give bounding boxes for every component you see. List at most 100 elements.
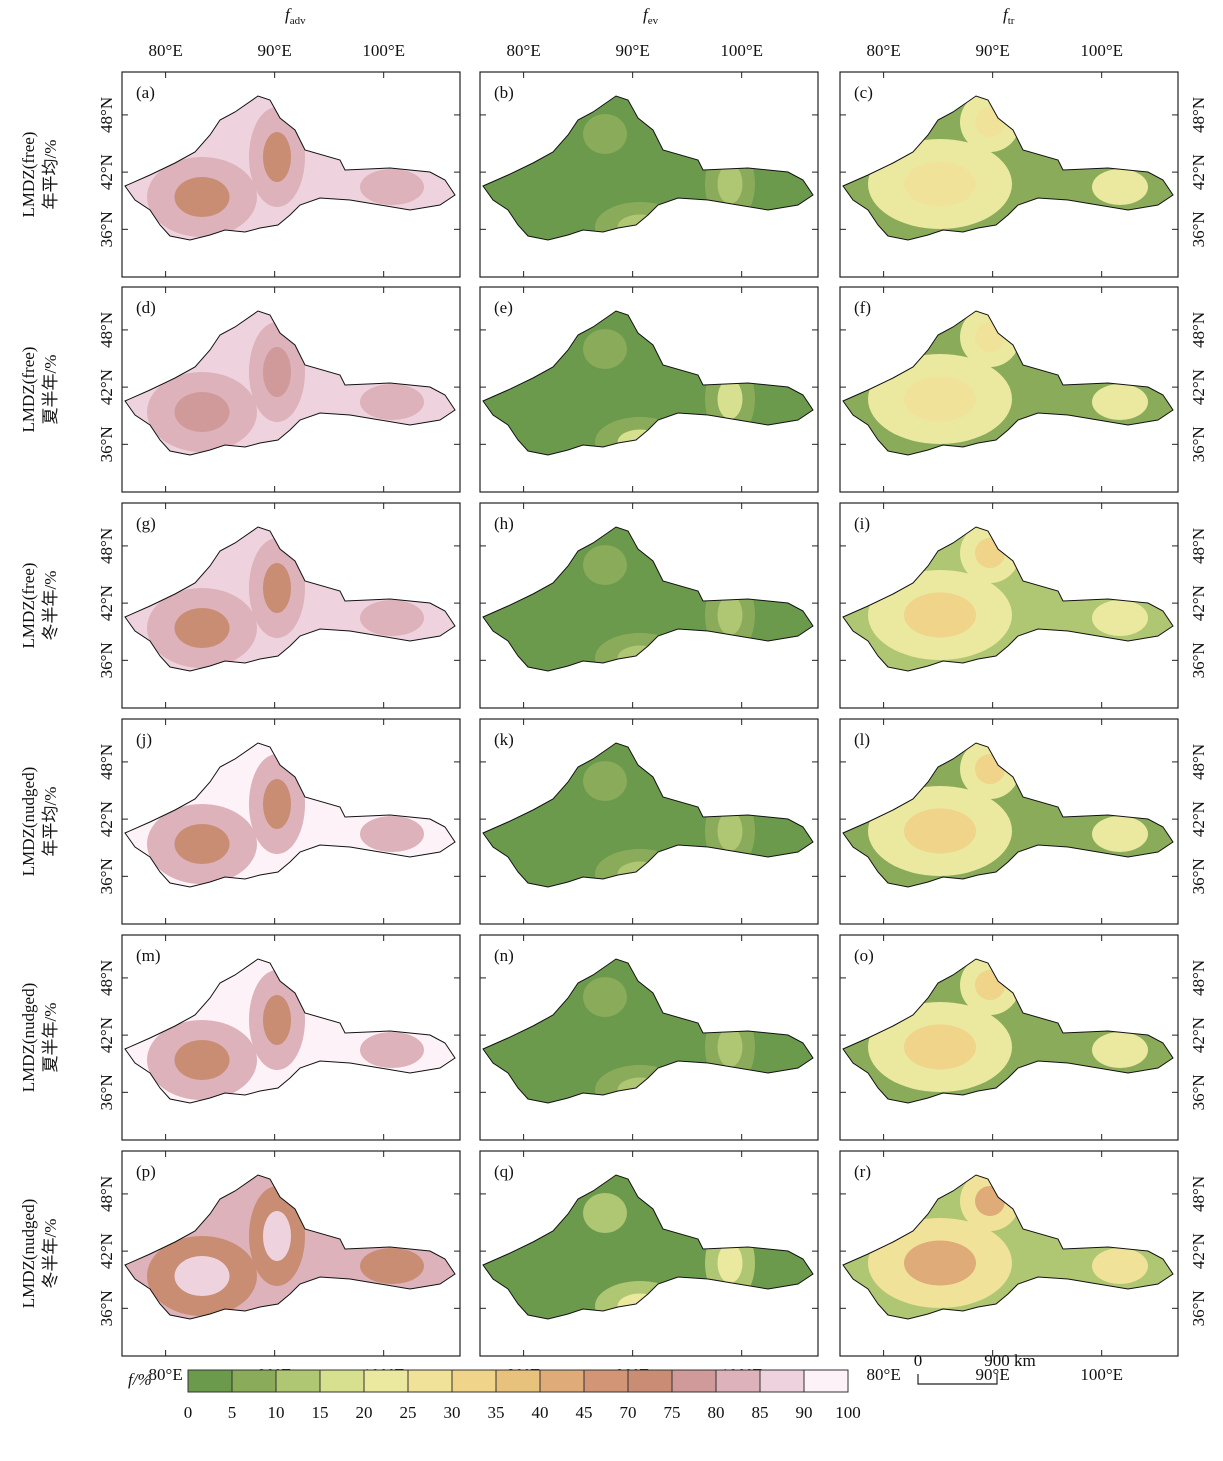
map-panel: (m) 36°N 42°N 48°N xyxy=(97,934,461,1141)
contour-inner xyxy=(904,1024,976,1070)
symbol: f xyxy=(285,5,292,24)
y-tick-label: 42°N xyxy=(97,369,116,405)
row-label: LMDZ(nudged) xyxy=(19,983,38,1093)
colorbar-box xyxy=(671,1369,717,1393)
contour-mid xyxy=(360,600,424,636)
map-fill xyxy=(843,743,1173,887)
colorbar-tick-label: 100 xyxy=(835,1403,861,1422)
panel-letter: (i) xyxy=(854,514,870,533)
region-outline xyxy=(124,742,456,888)
map-panel: (j) 36°N 42°N 48°N xyxy=(97,718,461,925)
region-outline xyxy=(124,310,456,456)
row-period: 冬半年/% xyxy=(41,571,60,641)
y-tick-label: 48°N xyxy=(1189,312,1208,348)
contour-mid xyxy=(583,329,627,369)
symbol: f xyxy=(643,5,650,24)
colorbar-tick-label: 90 xyxy=(796,1403,813,1422)
contour-mid xyxy=(1092,169,1148,205)
contour-inner xyxy=(174,608,230,648)
colorbar-box xyxy=(187,1369,233,1393)
y-tick-label: 36°N xyxy=(1189,642,1208,678)
map-panel: (l) 36°N 42°N 48°N xyxy=(839,718,1208,925)
region-outline xyxy=(842,95,1174,241)
colorbar-tick-label: 25 xyxy=(400,1403,417,1422)
region-outline xyxy=(482,310,814,456)
x-tick-label: 80°E xyxy=(867,41,901,60)
map-panel: (g) 36°N 42°N 48°N xyxy=(97,502,461,709)
contour-inner xyxy=(263,563,291,613)
panel-letter: (q) xyxy=(494,1162,514,1181)
map-fill xyxy=(125,959,455,1103)
map-panel: (e) xyxy=(479,286,819,493)
contour-mid xyxy=(1092,816,1148,852)
colorbar-tick-label: 70 xyxy=(620,1403,637,1422)
y-tick-label: 36°N xyxy=(97,1290,116,1326)
contour-mid xyxy=(583,114,627,154)
row-period: 冬半年/% xyxy=(41,1219,60,1289)
x-tick-label: 80°E xyxy=(867,1365,901,1384)
row-period: 夏半年/% xyxy=(41,1003,60,1073)
contour-inner xyxy=(174,824,230,864)
colorbar-tick-label: 85 xyxy=(752,1403,769,1422)
panel-letter: (n) xyxy=(494,946,514,965)
contour-mid xyxy=(360,169,424,205)
symbol: f xyxy=(1003,5,1010,24)
row-label: LMDZ(nudged) xyxy=(19,767,38,877)
region-outline xyxy=(124,1174,456,1320)
panel-letter: (k) xyxy=(494,730,514,749)
y-tick-label: 42°N xyxy=(1189,1017,1208,1053)
contour-inner xyxy=(174,177,230,217)
y-tick-label: 36°N xyxy=(97,858,116,894)
colorbar-tick-label: 20 xyxy=(356,1403,373,1422)
y-tick-label: 42°N xyxy=(1189,369,1208,405)
row-label: LMDZ(free) xyxy=(19,563,38,649)
colorbar-tick-label: 40 xyxy=(532,1403,549,1422)
contour-mid xyxy=(1092,1248,1148,1284)
x-tick-label: 80°E xyxy=(507,41,541,60)
y-tick-label: 42°N xyxy=(1189,1233,1208,1269)
region-outline xyxy=(842,742,1174,888)
contour-inner xyxy=(717,1027,743,1067)
scalebar-start: 0 xyxy=(914,1351,923,1370)
column-header: ftr xyxy=(1003,5,1015,27)
colorbar-box xyxy=(495,1369,541,1393)
map-panel: (r) 80°E 90°E 100°E 36°N 42°N 48°N xyxy=(839,1150,1208,1384)
y-tick-label: 48°N xyxy=(97,528,116,564)
panel-letter: (d) xyxy=(136,298,156,317)
panel-letter: (b) xyxy=(494,83,514,102)
contour-mid xyxy=(360,384,424,420)
colorbar-box xyxy=(451,1369,497,1393)
map-panel: (h) xyxy=(479,502,819,709)
colorbar-box xyxy=(759,1369,805,1393)
x-tick-label: 100°E xyxy=(1080,1365,1123,1384)
map-fill xyxy=(125,1175,455,1319)
contour-inner xyxy=(174,1256,230,1296)
contour-base xyxy=(483,311,813,455)
map-panel: (f) 36°N 42°N 48°N xyxy=(839,286,1208,493)
contour-base xyxy=(483,959,813,1103)
subscript: ev xyxy=(648,15,659,27)
x-tick-label: 80°E xyxy=(149,41,183,60)
contour-base xyxy=(483,743,813,887)
contour-mid xyxy=(583,761,627,801)
map-panel: (d) 36°N 42°N 48°N xyxy=(97,286,461,493)
colorbar-box xyxy=(407,1369,453,1393)
region-outline xyxy=(482,95,814,241)
x-tick-label: 100°E xyxy=(720,41,763,60)
y-tick-label: 42°N xyxy=(97,1017,116,1053)
region-outline xyxy=(842,310,1174,456)
panel-letter: (o) xyxy=(854,946,874,965)
region-outline xyxy=(842,1174,1174,1320)
y-tick-label: 36°N xyxy=(97,211,116,247)
panel-letter: (l) xyxy=(854,730,870,749)
y-tick-label: 36°N xyxy=(97,1074,116,1110)
contour-inner xyxy=(717,379,743,419)
column-header: fev xyxy=(643,5,659,27)
region-outline xyxy=(482,1174,814,1320)
colorbar-box xyxy=(319,1369,365,1393)
map-fill xyxy=(843,527,1173,671)
y-tick-label: 48°N xyxy=(1189,960,1208,996)
map-panel: (n) xyxy=(479,934,819,1141)
